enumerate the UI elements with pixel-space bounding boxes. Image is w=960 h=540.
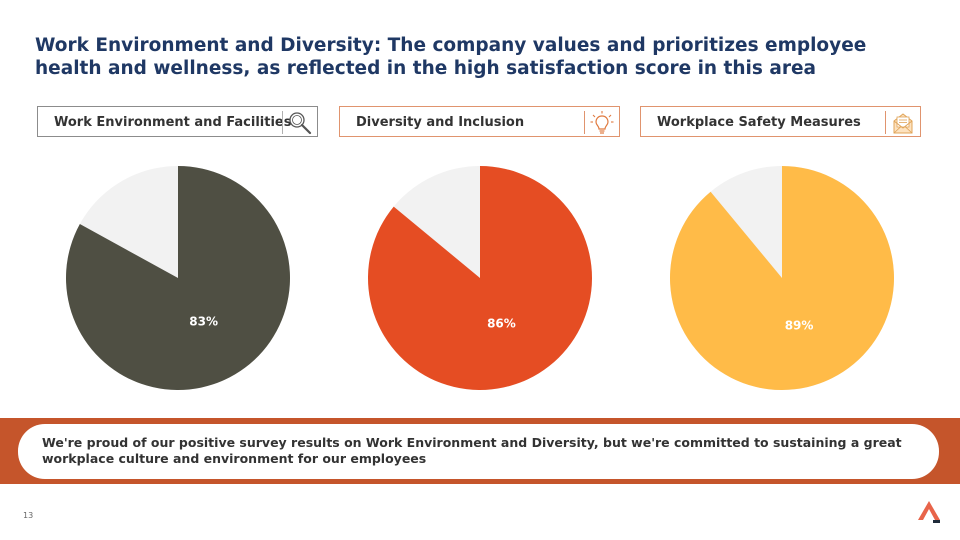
magnifier-icon (289, 112, 312, 135)
card-header-diversity: Diversity and Inclusion (339, 106, 620, 137)
pie-chart-diversity: 86% (368, 166, 592, 390)
pie-slice-score (65, 166, 290, 390)
pie-slice-score (670, 166, 894, 390)
banner-text: We're proud of our positive survey resul… (42, 435, 902, 466)
pie-chart-work-environment: 83% (65, 166, 290, 390)
banner-panel (18, 424, 939, 479)
lightbulb-icon (590, 111, 614, 134)
page-number: 13 (23, 511, 34, 520)
card-label: Diversity and Inclusion (356, 115, 525, 130)
card-divider (885, 111, 886, 134)
slide-title: Work Environment and Diversity: The comp… (35, 35, 867, 79)
pie-data-label: 86% (487, 317, 516, 331)
card-label: Workplace Safety Measures (657, 115, 861, 130)
card-header-safety: Workplace Safety Measures (640, 106, 921, 137)
card-label: Work Environment and Facilities (54, 115, 292, 130)
envelope-icon (893, 113, 913, 134)
pie-slice-score (368, 166, 592, 390)
pie-chart-safety: 89% (670, 166, 894, 390)
card-header-work-environment: Work Environment and Facilities (37, 106, 318, 137)
company-logo (918, 501, 940, 523)
pie-data-label: 83% (189, 314, 218, 328)
pie-data-label: 89% (785, 318, 814, 332)
card-divider (584, 111, 585, 134)
card-divider (282, 111, 283, 134)
